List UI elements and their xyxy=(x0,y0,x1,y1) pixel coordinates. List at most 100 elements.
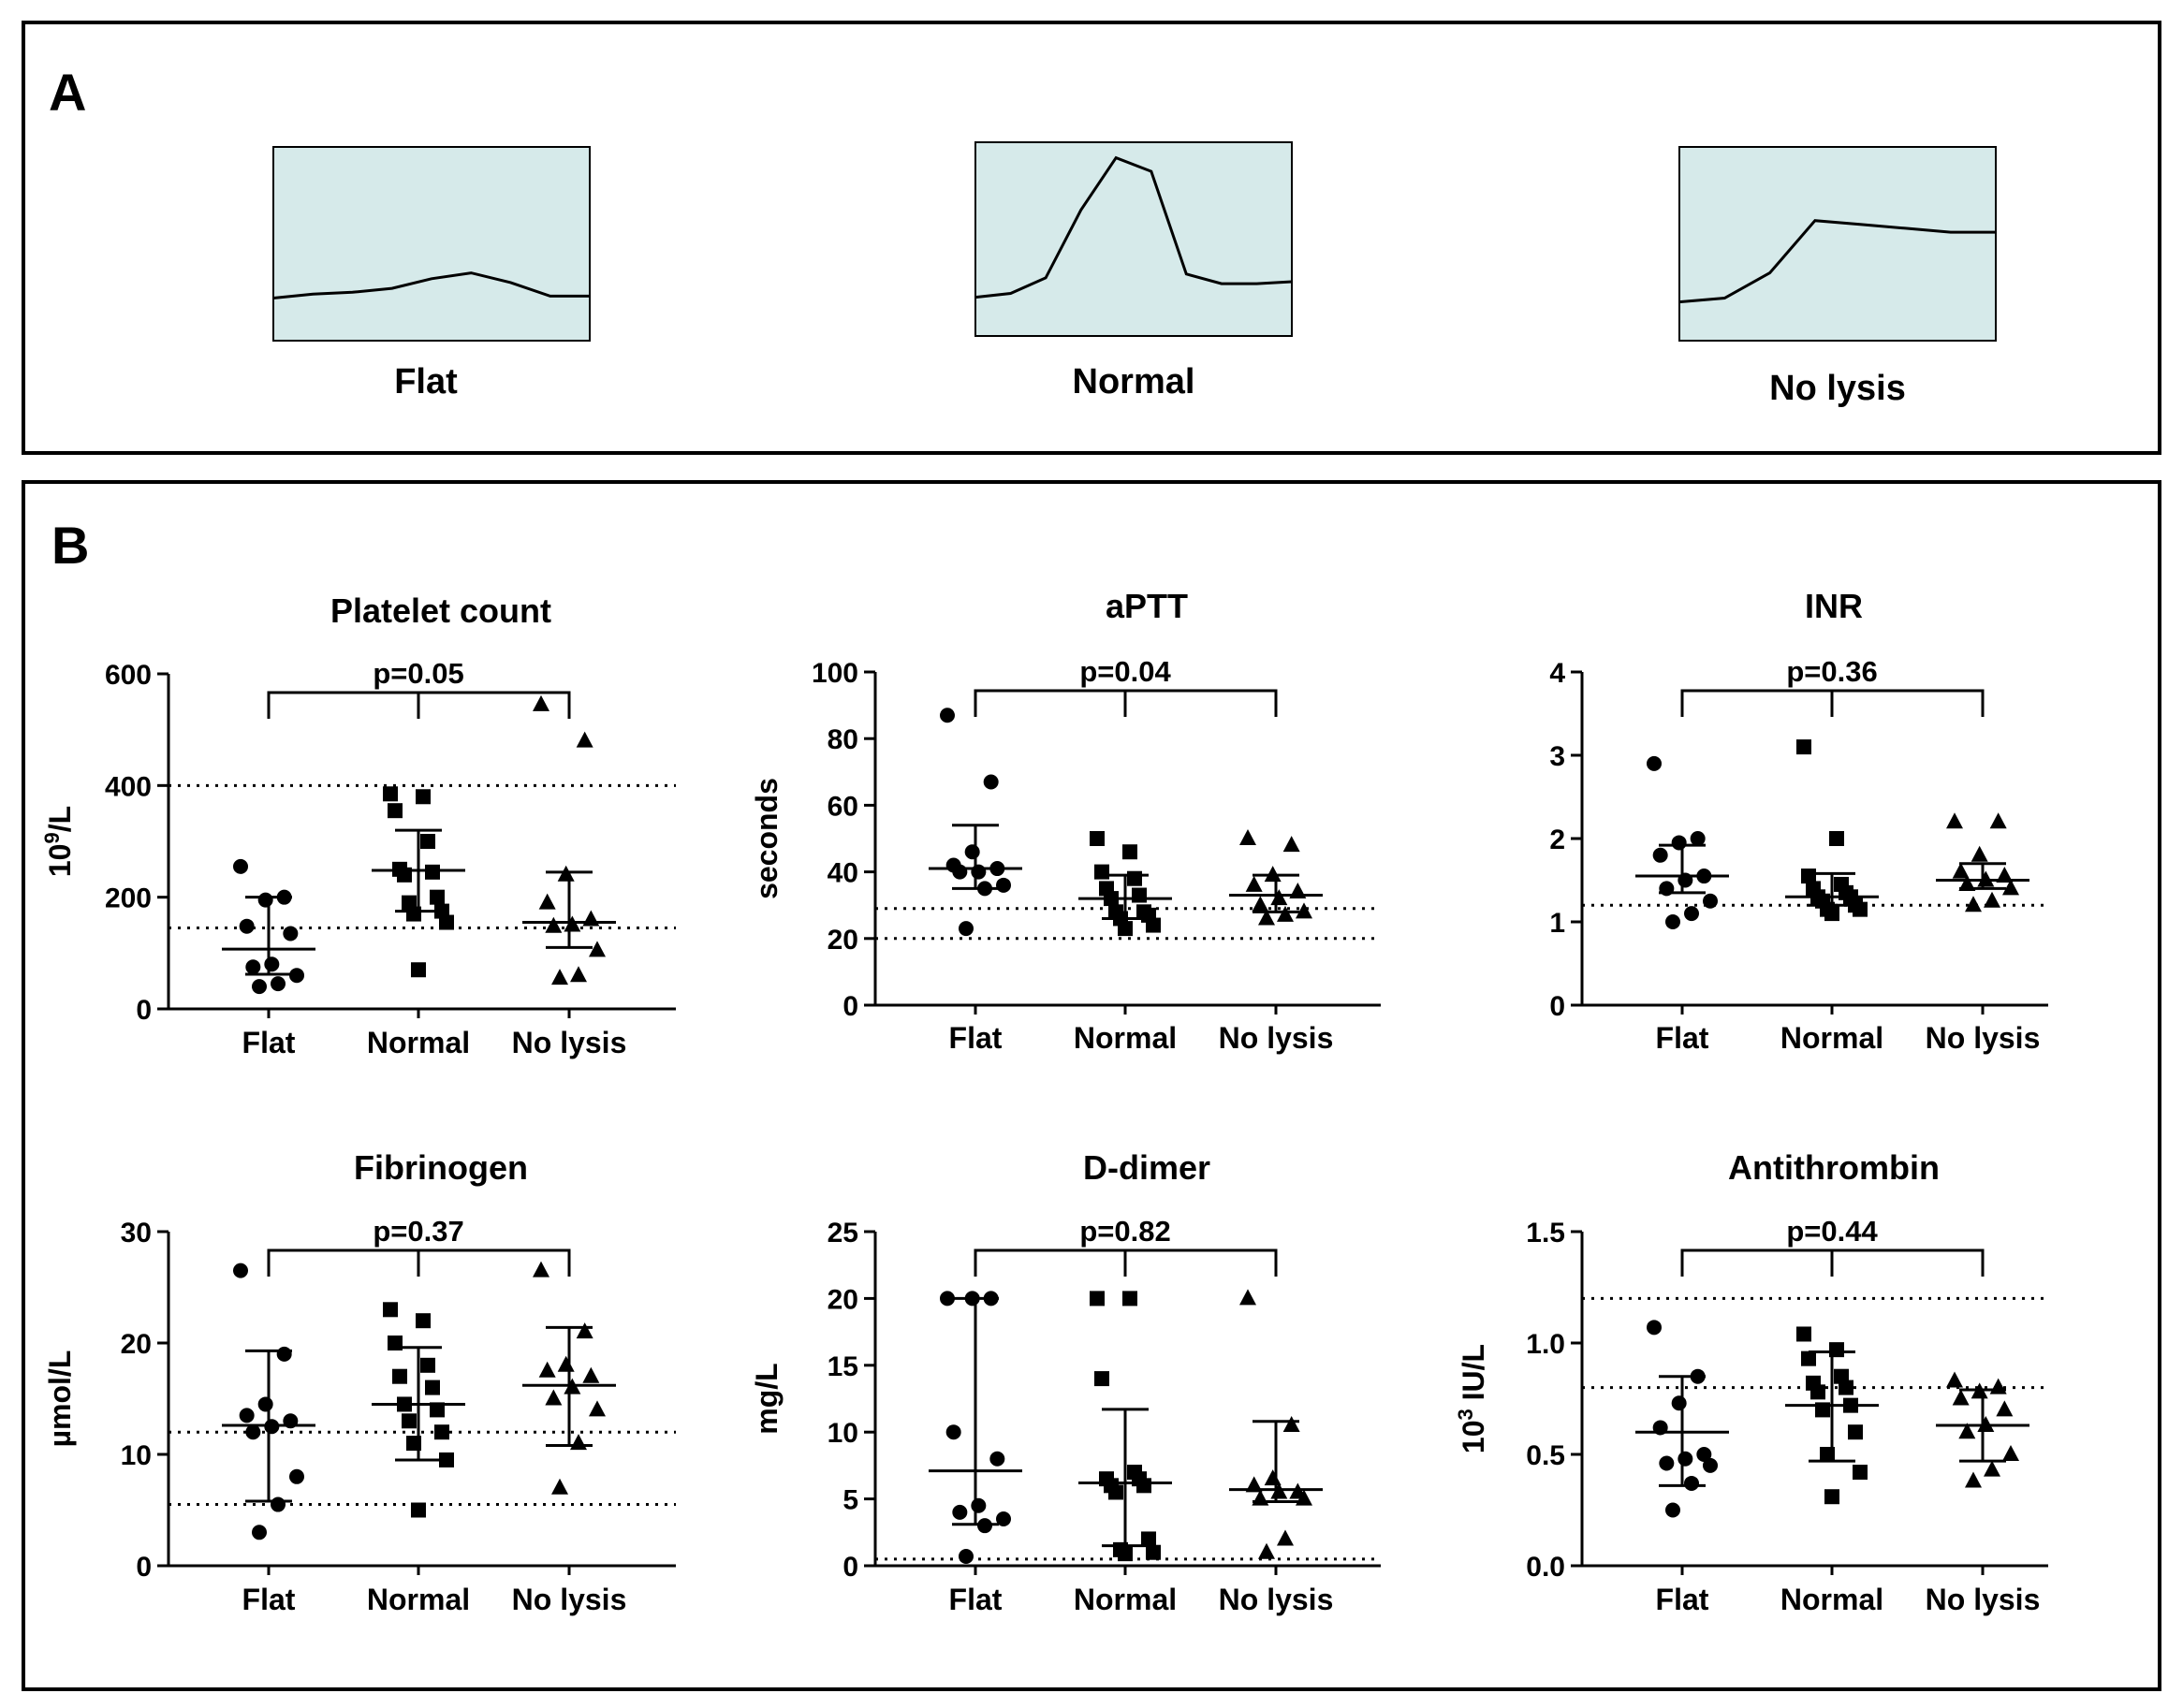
y-tick-label: 20 xyxy=(121,1329,152,1360)
data-point-circle xyxy=(989,1452,1004,1467)
data-point-square xyxy=(1824,1489,1839,1504)
trace-normal: Normal xyxy=(975,142,1292,401)
data-point-triangle xyxy=(1246,876,1263,892)
y-tick-label: 0 xyxy=(1549,991,1565,1022)
data-point-circle xyxy=(946,1424,961,1439)
x-tick-label: Normal xyxy=(1074,1021,1177,1055)
x-tick-label: Flat xyxy=(949,1583,1003,1616)
data-point-square xyxy=(1090,1291,1105,1306)
data-point-square xyxy=(1839,1380,1853,1395)
data-point-square xyxy=(1118,921,1133,936)
data-point-triangle xyxy=(2002,1445,2019,1461)
data-point-square xyxy=(1146,1545,1161,1560)
y-axis-label-superscript: 9 xyxy=(40,832,64,843)
data-point-square xyxy=(1136,1478,1151,1493)
data-point-circle xyxy=(1647,756,1662,771)
trace-no-lysis-label: No lysis xyxy=(1769,369,1906,408)
data-point-triangle xyxy=(558,1356,575,1372)
y-tick-label: 30 xyxy=(121,1218,152,1248)
plot-title: INR xyxy=(1805,587,1863,625)
data-point-circle xyxy=(277,1347,292,1362)
x-tick-label: No lysis xyxy=(1926,1021,2041,1055)
data-point-square xyxy=(1146,918,1161,933)
y-axis-label: 103 IU/L xyxy=(1454,1344,1490,1453)
data-point-triangle xyxy=(577,732,593,748)
significance-bracket xyxy=(975,691,1276,717)
panel-b-label: B xyxy=(51,516,89,575)
y-tick-label: 0 xyxy=(136,995,152,1026)
figure: A Flat Normal No lysis B Platelet count0… xyxy=(0,0,2183,1708)
data-point-circle xyxy=(233,859,248,874)
data-point-square xyxy=(1122,1291,1137,1306)
data-point-circle xyxy=(1659,1456,1674,1471)
x-tick-label: Flat xyxy=(1656,1583,1709,1616)
data-point-square xyxy=(1090,831,1105,846)
data-point-triangle xyxy=(533,1262,549,1277)
data-point-circle xyxy=(233,1263,248,1278)
data-point-circle xyxy=(258,893,273,908)
data-point-square xyxy=(425,1380,440,1395)
y-axis-label-unit: IU/L xyxy=(1457,1344,1490,1409)
y-tick-label: 1.5 xyxy=(1526,1218,1565,1248)
data-point-circle xyxy=(959,921,974,936)
data-point-triangle xyxy=(1252,896,1268,912)
data-point-triangle xyxy=(551,1479,568,1495)
y-axis-label: mg/L xyxy=(750,1363,784,1434)
data-point-square xyxy=(1127,871,1142,886)
data-point-triangle xyxy=(1270,889,1287,905)
p-value-label: p=0.82 xyxy=(1079,1215,1170,1248)
data-point-square xyxy=(420,834,435,849)
data-point-triangle xyxy=(1996,1400,2013,1416)
data-point-triangle xyxy=(539,1362,556,1378)
data-point-circle xyxy=(1684,906,1699,921)
y-tick-label: 200 xyxy=(105,883,152,914)
y-tick-label: 60 xyxy=(828,791,858,822)
data-point-triangle xyxy=(1283,836,1300,852)
data-point-square xyxy=(420,1358,435,1373)
data-point-circle xyxy=(952,865,967,880)
y-axis-label-superscript: 3 xyxy=(1454,1409,1477,1420)
plot-title: Fibrinogen xyxy=(354,1148,528,1187)
data-point-circle xyxy=(252,979,267,994)
data-point-circle xyxy=(952,1505,967,1520)
significance-bracket xyxy=(1682,1250,1983,1277)
x-tick-label: Normal xyxy=(1780,1021,1883,1055)
y-tick-label: 400 xyxy=(105,771,152,802)
data-point-triangle xyxy=(589,1400,606,1416)
y-axis-label: seconds xyxy=(750,778,784,899)
trace-normal-label: Normal xyxy=(1073,362,1195,401)
x-tick-label: No lysis xyxy=(1219,1021,1334,1055)
data-point-circle xyxy=(1653,848,1668,863)
plot-title: Antithrombin xyxy=(1728,1148,1940,1187)
y-tick-label: 80 xyxy=(828,724,858,755)
data-point-circle xyxy=(258,1396,273,1411)
data-point-triangle xyxy=(1946,1371,1963,1387)
data-point-circle xyxy=(1691,831,1706,846)
p-value-label: p=0.37 xyxy=(373,1215,463,1248)
data-point-square xyxy=(1108,1484,1123,1499)
data-point-square xyxy=(1094,1371,1109,1386)
trace-flat-box xyxy=(273,147,590,341)
data-point-square xyxy=(1796,739,1811,754)
y-tick-label: 3 xyxy=(1549,741,1565,772)
data-point-square xyxy=(439,915,454,930)
data-point-circle xyxy=(1703,1458,1718,1473)
data-point-circle xyxy=(1684,1476,1699,1491)
data-point-triangle xyxy=(545,1390,562,1406)
data-point-square xyxy=(434,1424,449,1439)
plot-fibrinogen: Fibrinogen0102030µmol/LFlat Normal No lysi… xyxy=(43,1148,676,1616)
x-tick-label: No lysis xyxy=(512,1026,627,1059)
data-point-triangle xyxy=(1239,1289,1256,1305)
y-tick-label: 0 xyxy=(842,991,858,1022)
data-point-circle xyxy=(1672,835,1687,850)
x-tick-label: Normal xyxy=(367,1026,470,1059)
data-point-triangle xyxy=(1965,1472,1982,1488)
y-tick-label: 0.5 xyxy=(1526,1440,1565,1471)
data-point-square xyxy=(1853,1465,1868,1480)
y-tick-label: 10 xyxy=(121,1440,152,1471)
plot-inr: INR01234Flat Normal No lysisp=0.36 xyxy=(1549,587,2048,1055)
data-point-circle xyxy=(245,959,260,974)
data-point-square xyxy=(1848,1424,1863,1439)
trace-no-lysis: No lysis xyxy=(1679,147,1996,408)
